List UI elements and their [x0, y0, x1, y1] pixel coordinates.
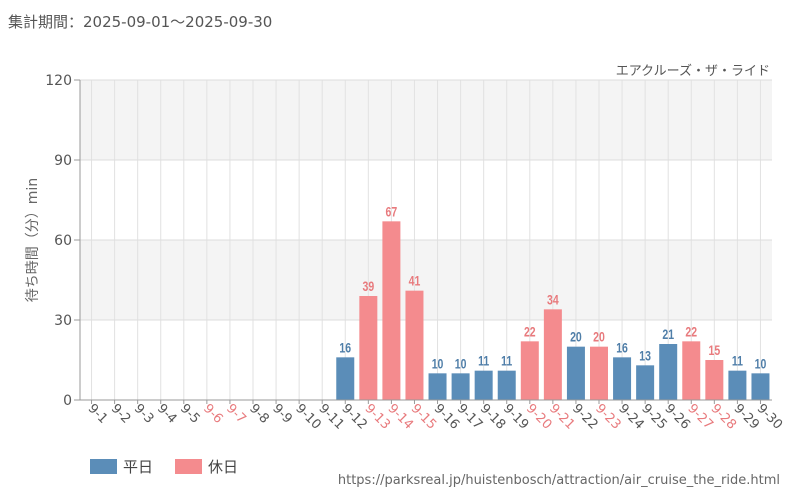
bar-value-label: 20 [570, 329, 582, 345]
x-tick-label: 9-30 [754, 401, 785, 432]
axes [79, 80, 772, 404]
bar [728, 370, 747, 400]
x-tick-label: 9-26 [661, 401, 692, 432]
x-tick-label: 9-4 [154, 401, 180, 427]
bar-value-label: 22 [524, 324, 536, 340]
legend-holiday-label: 休日 [208, 458, 239, 476]
y-tick-label: 0 [63, 393, 72, 409]
plot-band [80, 160, 772, 240]
x-tick-label: 9-22 [569, 401, 600, 432]
bar [543, 309, 562, 400]
bar [336, 357, 355, 400]
bar-value-label: 11 [501, 353, 512, 369]
x-tick-label: 9-27 [684, 401, 715, 432]
x-tick-labels: 9-19-29-39-49-59-69-79-89-99-109-119-129… [85, 401, 785, 432]
x-tick-label: 9-3 [131, 401, 157, 427]
x-tick-label: 9-25 [638, 401, 669, 432]
bar-value-label: 16 [616, 340, 628, 356]
vertical-gridlines [91, 80, 761, 400]
y-tick-label: 30 [54, 313, 72, 329]
x-tick-label: 9-6 [200, 401, 226, 427]
collection-period: 集計期間：2025-09-01～2025-09-30 [8, 13, 273, 31]
bar-value-label: 10 [755, 356, 767, 372]
bar-value-label: 22 [685, 324, 697, 340]
legend-weekday: 平日 [90, 456, 153, 477]
y-tick-label: 60 [54, 233, 72, 249]
bar-value-label: 41 [409, 273, 421, 289]
bar [451, 373, 470, 400]
legend: 平日 休日 [90, 456, 260, 477]
bar [751, 373, 770, 400]
bar [659, 344, 678, 400]
attraction-name: エアクルーズ・ザ・ライド [615, 64, 770, 79]
bar [682, 341, 701, 400]
bar-value-label: 15 [708, 343, 720, 359]
bar-value-label: 16 [339, 340, 351, 356]
x-tick-label: 9-9 [269, 401, 295, 427]
bar [520, 341, 539, 400]
bar [613, 357, 632, 400]
legend-weekday-swatch [90, 459, 117, 474]
bar-value-label: 11 [732, 353, 743, 369]
bar [636, 365, 655, 400]
bar [566, 346, 585, 400]
bar-value-label: 34 [547, 292, 559, 308]
bar-value-label: 10 [432, 356, 444, 372]
x-tick-label: 9-11 [315, 401, 346, 432]
bar-value-label: 21 [662, 327, 674, 343]
plot-band [80, 80, 772, 160]
bar-value-label: 11 [478, 353, 489, 369]
bar [590, 346, 608, 400]
x-tick-label: 9-28 [708, 401, 739, 432]
x-tick-label: 9-2 [108, 401, 134, 427]
x-tick-label: 9-7 [223, 401, 249, 427]
plot-background [80, 80, 772, 400]
y-tick-label: 120 [45, 73, 72, 89]
x-tick-label: 9-1 [85, 401, 111, 427]
legend-holiday: 休日 [175, 456, 238, 477]
bar-value-label: 10 [455, 356, 467, 372]
y-tick-label: 90 [54, 153, 72, 169]
bar [428, 373, 447, 400]
bar [497, 370, 516, 400]
bar-value-label: 39 [362, 279, 374, 295]
x-tick-label: 9-29 [731, 401, 762, 432]
bar-value-label: 67 [386, 204, 398, 220]
x-tick-label: 9-20 [523, 401, 554, 432]
bars [336, 221, 770, 400]
x-tick-label: 9-5 [177, 401, 203, 427]
x-tick-label: 9-12 [338, 401, 369, 432]
y-tick-labels: 0 30 60 90 120 [45, 73, 72, 409]
x-tick-label: 9-10 [292, 401, 323, 432]
x-tick-label: 9-24 [615, 401, 646, 432]
x-tick-label: 9-23 [592, 401, 623, 432]
y-axis-label: 待ち時間（分）min [25, 178, 41, 302]
bar-value-labels: 16 39 67 41 10 10 11 11 22 34 20 20 16 13 21 22 15 11 10 [339, 204, 766, 372]
legend-weekday-label: 平日 [123, 458, 154, 476]
bar [359, 296, 378, 400]
x-tick-label: 9-16 [431, 401, 462, 432]
x-tick-label: 9-18 [477, 401, 508, 432]
x-tick-label: 9-19 [500, 401, 531, 432]
bar-value-label: 20 [593, 329, 605, 345]
bar-value-label: 13 [639, 348, 651, 364]
plot-band [80, 320, 772, 400]
legend-holiday-swatch [175, 459, 203, 474]
plot-band [80, 240, 772, 320]
x-tick-label: 9-17 [454, 401, 485, 432]
bar [474, 370, 493, 400]
x-tick-label: 9-14 [385, 401, 416, 432]
x-tick-label: 9-13 [362, 401, 393, 432]
source-url: https://parksreal.jp/huistenbosch/attrac… [337, 473, 780, 488]
bar [705, 360, 724, 400]
bar [405, 290, 424, 400]
x-tick-label: 9-8 [246, 401, 272, 427]
x-tick-label: 9-15 [408, 401, 439, 432]
x-tick-label: 9-21 [546, 401, 577, 432]
bar [382, 221, 401, 400]
